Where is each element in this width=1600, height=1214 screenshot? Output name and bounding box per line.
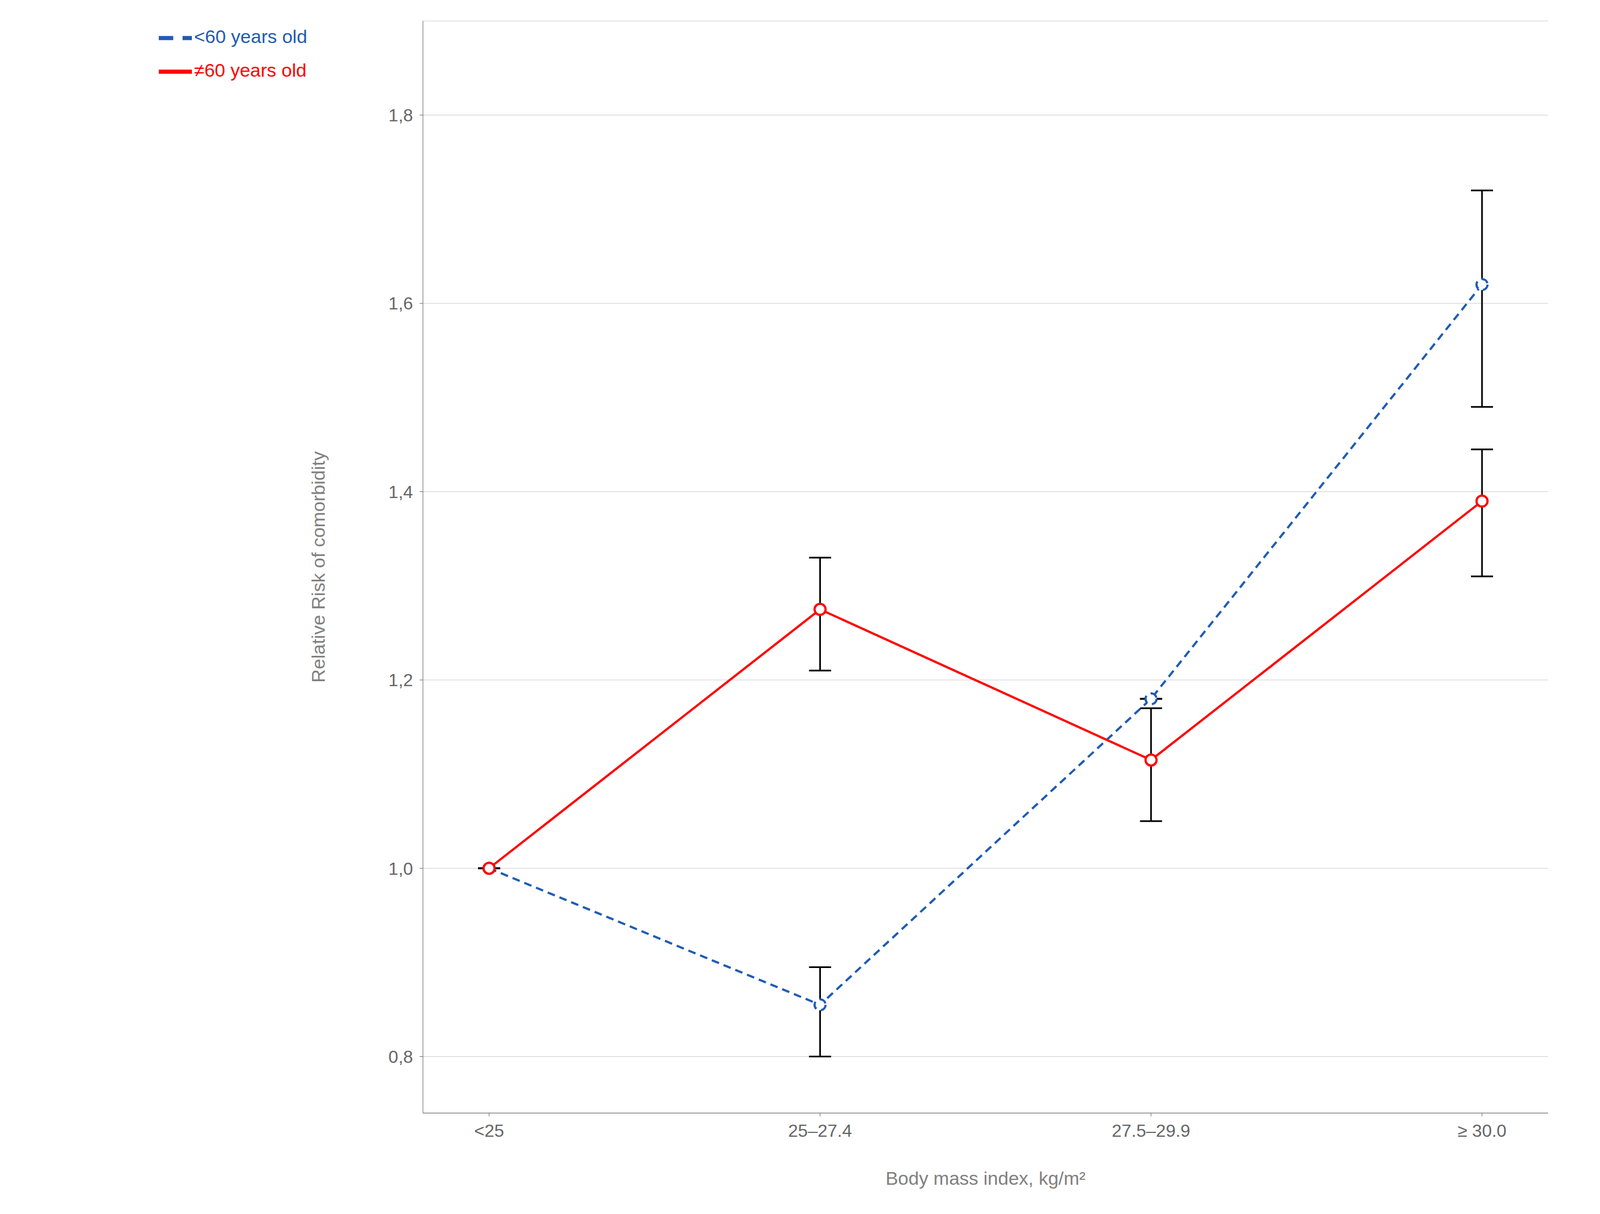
svg-text:1,0: 1,0 (388, 858, 413, 879)
svg-text:<25: <25 (474, 1120, 504, 1141)
svg-text:27.5–29.9: 27.5–29.9 (1112, 1120, 1191, 1141)
svg-text:Relative Risk of comorbidity: Relative Risk of comorbidity (307, 450, 329, 683)
svg-text:Body mass index, kg/m²: Body mass index, kg/m² (885, 1167, 1086, 1189)
svg-text:1,8: 1,8 (388, 105, 413, 126)
html-text:<60 years old: <60 years old (194, 25, 308, 47)
svg-text:≥ 30.0: ≥ 30.0 (1457, 1120, 1507, 1141)
svg-text:1,6: 1,6 (388, 293, 413, 314)
svg-text:1,4: 1,4 (388, 481, 413, 502)
svg-text:25–27.4: 25–27.4 (788, 1120, 853, 1141)
svg-text:1,2: 1,2 (388, 669, 413, 690)
html-text:≠60 years old: ≠60 years old (194, 59, 307, 81)
svg-text:0,8: 0,8 (388, 1046, 413, 1067)
